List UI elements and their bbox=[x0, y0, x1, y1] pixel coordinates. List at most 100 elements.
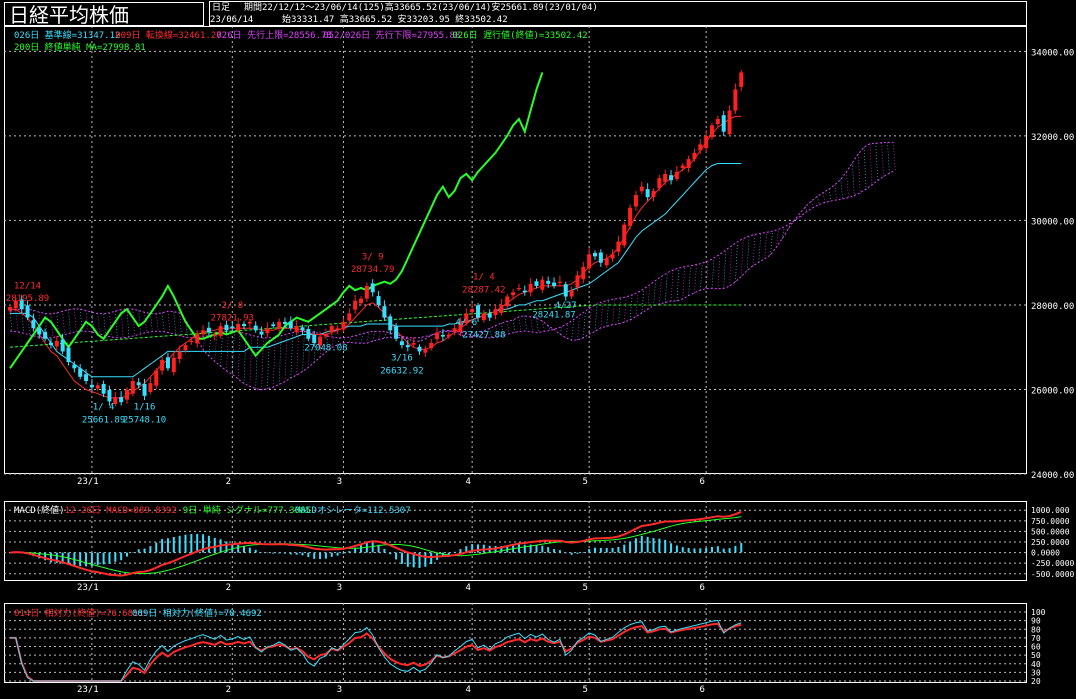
month-tick-label: 5 bbox=[582, 583, 587, 593]
legend-entry: 026日 遅行値(終値)=33502.42 bbox=[452, 29, 587, 41]
candle-body bbox=[247, 321, 252, 324]
candle-body bbox=[388, 316, 393, 331]
price-tick-label: 34000.00 bbox=[1031, 48, 1074, 58]
cloud-hatch bbox=[56, 312, 60, 337]
cloud-hatch bbox=[717, 255, 721, 289]
cloud-hatch bbox=[852, 162, 855, 197]
cloud-hatch bbox=[495, 325, 498, 338]
cloud-hatch bbox=[828, 189, 832, 202]
cloud-hatch bbox=[746, 236, 750, 271]
candle-body bbox=[148, 383, 153, 393]
price-annotation: 3/ 9 bbox=[362, 252, 384, 262]
price-annotation: 1/ 4 bbox=[473, 273, 495, 283]
candle-body bbox=[323, 334, 328, 337]
candle-body bbox=[511, 292, 516, 296]
candle-body bbox=[376, 296, 381, 305]
candle-body bbox=[25, 305, 30, 318]
cloud-hatch bbox=[150, 313, 153, 332]
cloud-hatch bbox=[583, 312, 586, 338]
candle-body bbox=[236, 323, 241, 331]
cloud-hatch bbox=[506, 321, 510, 335]
cloud-hatch bbox=[208, 335, 212, 357]
macd-tick-label: 1000.000 bbox=[1031, 506, 1070, 515]
legend-entry: 009日 転換線=32461.27 bbox=[115, 29, 221, 41]
candle-body bbox=[651, 190, 656, 198]
cloud-hatch bbox=[846, 171, 849, 199]
candle-body bbox=[154, 370, 159, 386]
price-annotation: 3/16 bbox=[391, 354, 413, 364]
cloud-hatch bbox=[202, 336, 206, 350]
candle-body bbox=[440, 334, 445, 337]
cloud-hatch bbox=[635, 293, 639, 317]
cloud-hatch bbox=[653, 282, 656, 306]
cloud-hatch bbox=[483, 330, 487, 338]
candle-body bbox=[31, 320, 36, 329]
month-tick-label: 2 bbox=[226, 583, 231, 593]
price-annotation: 1/ 4 bbox=[93, 402, 115, 412]
cloud-hatch bbox=[161, 312, 165, 332]
month-tick-label: 2 bbox=[226, 685, 231, 695]
candle-body bbox=[587, 254, 592, 269]
candle-body bbox=[353, 300, 358, 310]
candle-body bbox=[78, 368, 83, 377]
cloud-hatch bbox=[612, 299, 615, 325]
candle-body bbox=[493, 309, 498, 316]
price-annotation: 2/ 8 bbox=[221, 301, 243, 311]
cloud-hatch bbox=[319, 333, 323, 358]
price-annotation: 28734.79 bbox=[351, 265, 394, 275]
cloud-hatch bbox=[542, 320, 545, 332]
cloud-hatch bbox=[641, 290, 645, 313]
candle-body bbox=[271, 324, 276, 327]
macd-panel[interactable] bbox=[4, 501, 1027, 581]
cloud-hatch bbox=[132, 309, 136, 337]
cloud-hatch bbox=[875, 143, 879, 182]
cloud-hatch bbox=[232, 331, 235, 375]
candle-body bbox=[165, 357, 170, 369]
candle-body bbox=[253, 325, 258, 331]
cloud-hatch bbox=[261, 337, 264, 390]
cloud-hatch bbox=[284, 334, 288, 382]
cloud-hatch bbox=[676, 268, 680, 302]
candle-body bbox=[13, 300, 18, 309]
rsi9-line bbox=[10, 619, 742, 682]
candle-body bbox=[171, 357, 176, 373]
cloud-hatch bbox=[21, 308, 24, 333]
cloud-hatch bbox=[840, 179, 843, 200]
bar-ohlc: 始33331.47 高33665.52 安33203.95 終33502.42 bbox=[282, 15, 508, 25]
cloud-hatch bbox=[302, 331, 305, 372]
cloud-hatch bbox=[337, 337, 340, 345]
price-tick-label: 26000.00 bbox=[1031, 386, 1074, 396]
cloud-hatch bbox=[360, 333, 364, 344]
bar-date: 23/06/14 bbox=[210, 15, 254, 25]
cloud-hatch bbox=[296, 331, 299, 376]
candle-body bbox=[593, 252, 597, 257]
cloud-hatch bbox=[50, 313, 54, 338]
cloud-hatch bbox=[817, 196, 820, 206]
cloud-hatch bbox=[471, 335, 475, 338]
candle-body bbox=[300, 327, 305, 331]
candle-body bbox=[19, 299, 24, 310]
leading-span-a bbox=[9, 141, 894, 391]
cloud-hatch bbox=[893, 142, 896, 172]
macd-tick-label: -250.0000 bbox=[1031, 559, 1075, 568]
price-annotation: 4/ 6 bbox=[455, 318, 477, 328]
candle-body bbox=[72, 364, 77, 369]
candle-body bbox=[417, 346, 422, 352]
cloud-hatch bbox=[834, 184, 838, 201]
candle-body bbox=[411, 342, 416, 345]
candle-body bbox=[113, 397, 118, 405]
rsi-panel[interactable] bbox=[4, 603, 1027, 683]
cloud-hatch bbox=[115, 311, 118, 338]
candle-body bbox=[89, 384, 94, 388]
candle-body bbox=[516, 288, 521, 290]
cloud-hatch bbox=[97, 313, 101, 334]
candle-body bbox=[692, 152, 697, 160]
candle-body bbox=[43, 331, 48, 339]
cloud-hatch bbox=[372, 331, 375, 342]
cloud-hatch bbox=[711, 259, 715, 289]
cloud-hatch bbox=[688, 265, 691, 296]
rsi-tick-label: 40 bbox=[1031, 660, 1041, 669]
rsi-tick-label: 70 bbox=[1031, 634, 1041, 643]
cloud-hatch bbox=[155, 313, 159, 332]
candle-body bbox=[674, 171, 679, 179]
